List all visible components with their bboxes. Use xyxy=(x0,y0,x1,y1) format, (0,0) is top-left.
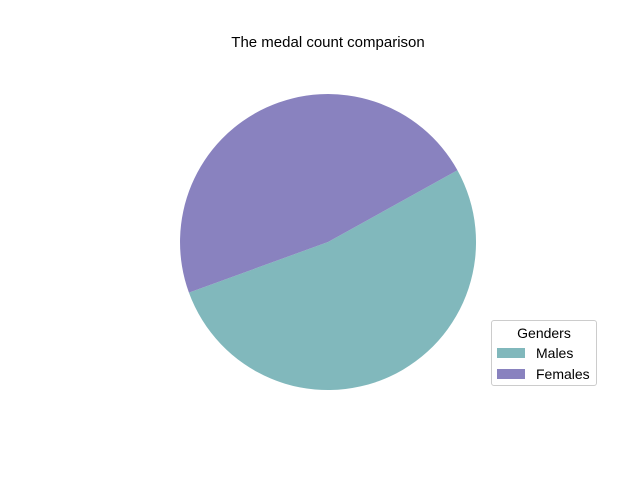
pie-slice-females xyxy=(180,94,458,293)
legend-item-females: Females xyxy=(497,366,590,382)
chart-title: The medal count comparison xyxy=(231,34,425,51)
legend-title: Genders xyxy=(517,325,571,341)
pie-slices xyxy=(180,94,477,391)
legend-swatch-males xyxy=(497,348,525,358)
pie-slice-males xyxy=(188,170,477,391)
legend: Genders Males Females xyxy=(491,320,597,386)
legend-swatch-females xyxy=(497,369,525,379)
legend-item-males: Males xyxy=(497,345,573,361)
legend-label-females: Females xyxy=(536,366,590,382)
legend-label-males: Males xyxy=(536,345,574,361)
